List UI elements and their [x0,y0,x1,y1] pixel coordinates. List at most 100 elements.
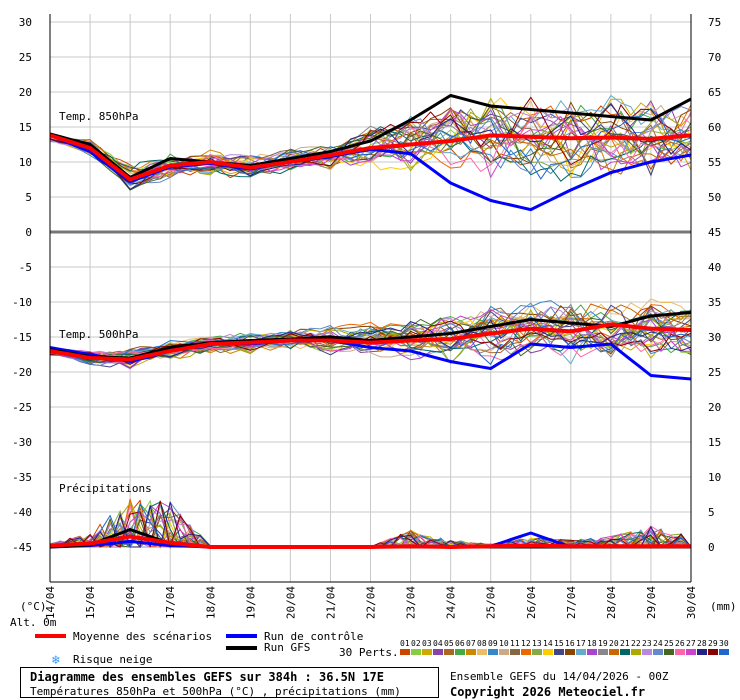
left-tick-label: -20 [12,366,32,379]
pert-number-11: 11 [510,639,520,648]
right-tick-label: 15 [708,436,721,449]
ensemble-chart: 302520151050-5-10-15-20-25-30-35-40-4575… [10,14,737,667]
pert-swatch-25 [664,649,674,655]
pert-number-12: 12 [521,639,531,648]
right-tick-label: 70 [708,51,721,64]
x-tick-label: 26/04 [525,586,538,619]
pert-number-04: 04 [433,639,443,648]
pert-number-27: 27 [686,639,696,648]
pert-number-09: 09 [488,639,498,648]
pert-line-t850 [49,126,692,182]
right-tick-label: 75 [708,16,721,29]
pert-number-28: 28 [697,639,707,648]
pert-swatch-14 [543,649,553,655]
x-tick-label: 25/04 [485,586,498,619]
left-tick-label: 15 [19,121,32,134]
pert-number-07: 07 [466,639,476,648]
right-tick-label: 50 [708,191,721,204]
right-axis-unit: (mm) [710,600,737,613]
x-tick-label: 20/04 [284,586,297,619]
pert-number-08: 08 [477,639,487,648]
right-tick-label: 30 [708,331,721,344]
pert-number-05: 05 [444,639,454,648]
pert-swatch-19 [598,649,608,655]
pert-swatch-04 [433,649,443,655]
x-tick-label: 14/04 [44,586,57,619]
right-tick-label: 60 [708,121,721,134]
left-tick-label: 25 [19,51,32,64]
right-tick-label: 40 [708,261,721,274]
pert-number-13: 13 [532,639,542,648]
pert-number-16: 16 [565,639,575,648]
pert-number-14: 14 [543,639,553,648]
legend-mean-label: Moyenne des scénarios [73,630,212,643]
pert-number-01: 01 [400,639,410,648]
pert-swatch-17 [576,649,586,655]
pert-number-23: 23 [642,639,652,648]
pert-swatch-15 [554,649,564,655]
legend-control-label: Run de contrôle [264,630,363,643]
pert-swatch-03 [422,649,432,655]
legend: Moyenne des scénarios Run de contrôle Ru… [35,630,729,667]
left-tick-label: 5 [25,191,32,204]
mean-line-t850 [49,133,692,182]
label-precipitations: Précipitations [59,482,152,495]
x-tick-label: 17/04 [164,586,177,619]
pert-number-30: 30 [719,639,729,648]
pert-number-26: 26 [675,639,685,648]
x-tick-label: 28/04 [605,586,618,619]
x-tick-label: 19/04 [244,586,257,619]
pert-swatch-10 [499,649,509,655]
right-tick-label: 65 [708,86,721,99]
pert-number-02: 02 [411,639,421,648]
x-tick-label: 23/04 [405,586,418,619]
gfs-line-t500 [49,311,692,360]
left-tick-label: -15 [12,331,32,344]
left-tick-label: 20 [19,86,32,99]
pert-swatch-22 [631,649,641,655]
pert-swatch-11 [510,649,520,655]
pert-swatch-13 [532,649,542,655]
pert-number-10: 10 [499,639,509,648]
pert-number-17: 17 [576,639,586,648]
snowflake-icon: ❄ [51,653,60,667]
left-tick-label: 10 [19,156,32,169]
right-tick-label: 35 [708,296,721,309]
x-tick-label: 22/04 [365,586,378,619]
pert-swatch-06 [455,649,465,655]
pert-swatch-29 [708,649,718,655]
pert-line-t850 [49,128,692,182]
pert-swatch-27 [686,649,696,655]
pert-swatch-07 [466,649,476,655]
pert-swatch-08 [477,649,487,655]
pert-number-25: 25 [664,639,674,648]
x-tick-label: 15/04 [84,586,97,619]
pert-swatch-28 [697,649,707,655]
pert-swatch-20 [609,649,619,655]
x-tick-label: 29/04 [645,586,658,619]
left-tick-label: -35 [12,471,32,484]
pert-number-03: 03 [422,639,432,648]
pert-swatch-26 [675,649,685,655]
pert-swatch-21 [620,649,630,655]
label-temp-850: Temp. 850hPa [59,110,138,123]
axes: 302520151050-5-10-15-20-25-30-35-40-4575… [12,14,721,619]
x-tick-label: 16/04 [124,586,137,619]
pert-number-22: 22 [631,639,641,648]
right-tick-label: 0 [708,541,715,554]
x-tick-label: 24/04 [445,586,458,619]
pert-swatch-18 [587,649,597,655]
pert-number-06: 06 [455,639,465,648]
diagram-subtitle: Températures 850hPa et 500hPa (°C) , pré… [30,685,401,698]
altitude-label: Alt. 0m [10,616,57,629]
pert-swatch-01 [400,649,410,655]
x-tick-label: 18/04 [204,586,217,619]
left-tick-label: -40 [12,506,32,519]
left-tick-label: -25 [12,401,32,414]
gfs-line-t850 [49,94,692,179]
pert-swatch-24 [653,649,663,655]
pert-swatch-30 [719,649,729,655]
diagram-title: Diagramme des ensembles GEFS sur 384h : … [30,670,385,684]
right-tick-label: 5 [708,506,715,519]
pert-line-t850 [49,119,692,181]
